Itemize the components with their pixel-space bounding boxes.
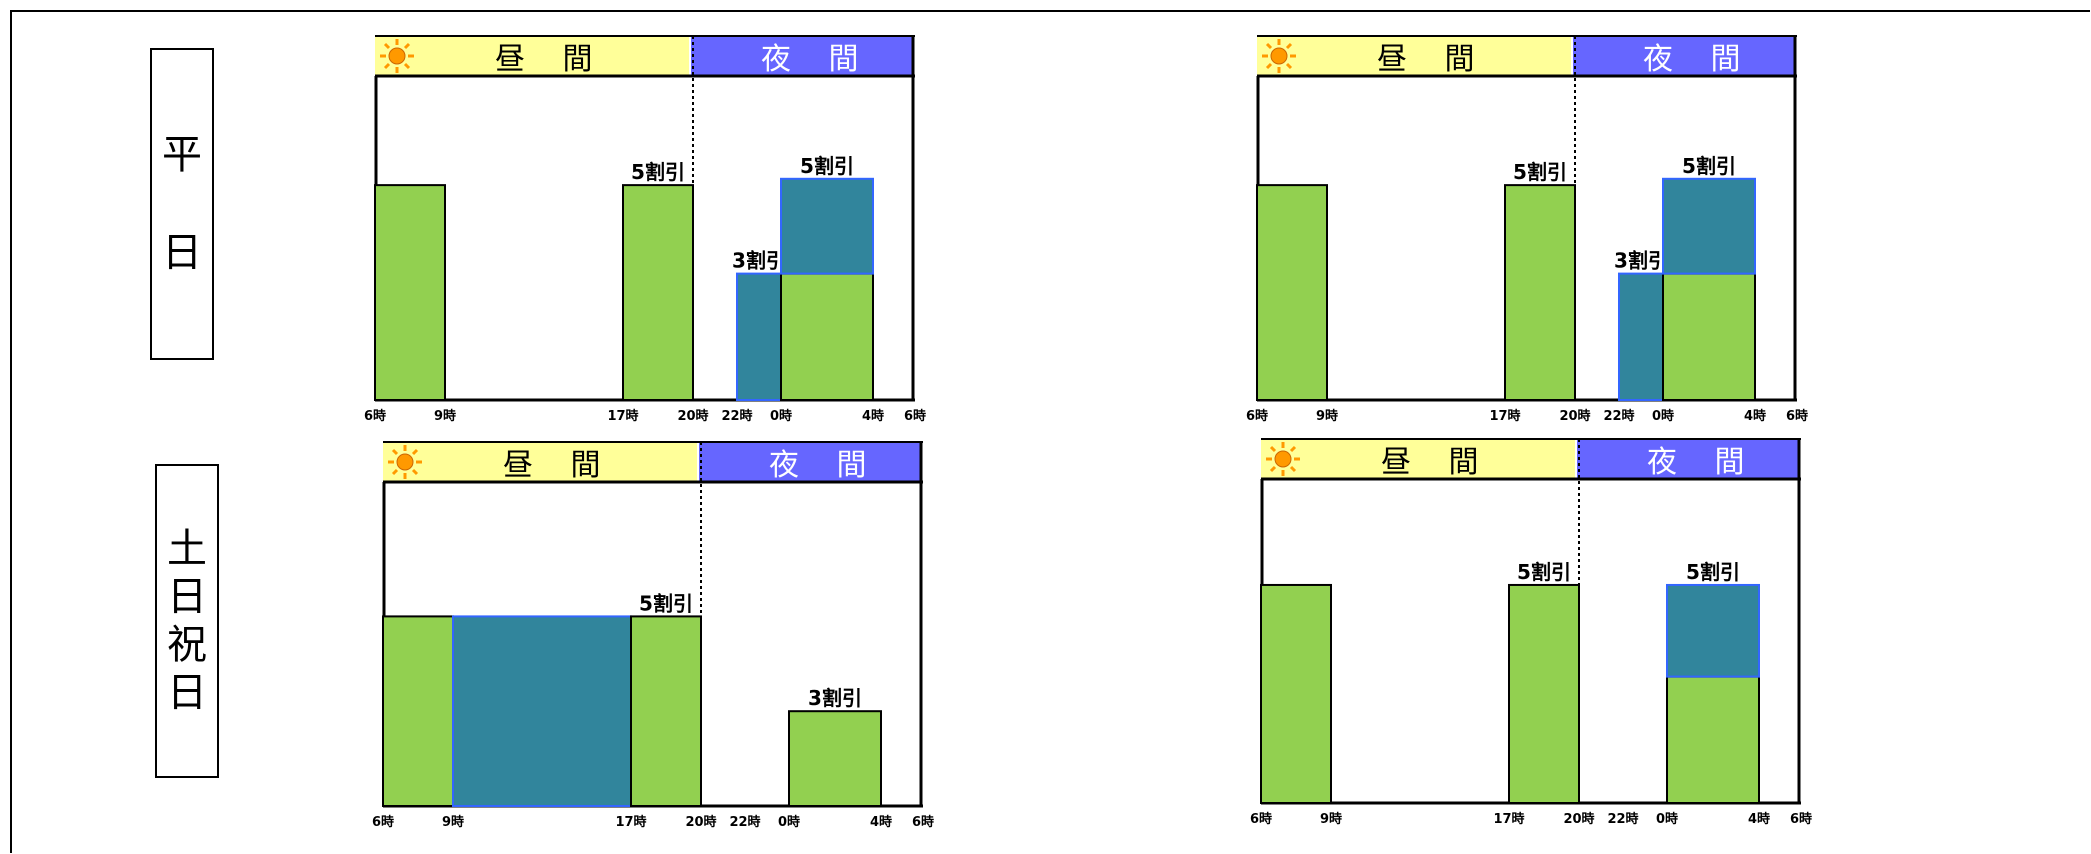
discount-label: 3割引: [1614, 249, 1668, 273]
discount-bar-green: [1260, 583, 1332, 804]
weekday-row-label: 平日: [150, 48, 214, 360]
discount-bar-teal: [736, 272, 782, 402]
discount-label: 5割引: [1686, 560, 1740, 584]
day-band-label: 昼 間: [1381, 445, 1493, 480]
tick-label: 22時: [1603, 408, 1634, 424]
discount-bar-green: [788, 710, 882, 808]
day-band: 昼 間: [1261, 439, 1575, 481]
tick-label: 22時: [729, 814, 760, 830]
tick-label: 20時: [677, 408, 708, 424]
discount-label: 5割引: [1517, 560, 1571, 584]
tick-label: 6時: [912, 814, 934, 830]
weekday-label-text: 平日: [162, 131, 202, 277]
holiday-label-text: 土日祝日: [167, 525, 207, 717]
sun-icon: [1265, 441, 1301, 481]
tick-label: 4時: [870, 814, 892, 830]
chart-bottom-left: 5割引 3割引 6時 9時 17時 20時 22時 0時 4時 6時: [372, 441, 934, 830]
row-label-char: 平: [162, 132, 202, 178]
day-band: 昼 間: [375, 36, 689, 78]
night-band-label: 夜 間: [1643, 42, 1755, 77]
chart-panel-top-right: 昼 間 夜 間 5割引 3割引 5割引 6時 9時 17時 20時 22時 0時 4時 6時: [1246, 0, 1808, 424]
row-label-char: 日: [167, 574, 207, 620]
tick-label: 20時: [1559, 408, 1590, 424]
discount-label: 5割引: [1682, 154, 1736, 178]
night-band-label: 夜 間: [769, 448, 881, 483]
sun-icon: [387, 444, 423, 484]
discount-label: 3割引: [732, 249, 786, 273]
night-band: 夜 間: [691, 36, 912, 77]
night-band-label: 夜 間: [761, 42, 873, 77]
discount-bar-green: [622, 184, 694, 401]
tick-label: 0時: [1656, 811, 1678, 827]
tick-label: 6時: [1786, 408, 1808, 424]
tick-label: 6時: [1790, 811, 1812, 827]
row-label-char: 日: [162, 230, 202, 276]
tick-label: 20時: [685, 814, 716, 830]
tick-label: 6時: [364, 408, 386, 424]
night-band: 夜 間: [1573, 36, 1794, 77]
tick-label: 9時: [1316, 408, 1338, 424]
tick-label: 4時: [1748, 811, 1770, 827]
row-label-char: 土: [167, 526, 207, 572]
discount-bar-green: [374, 184, 446, 401]
tick-label: 20時: [1563, 811, 1594, 827]
tick-label: 9時: [434, 408, 456, 424]
day-band-label: 昼 間: [503, 448, 615, 483]
night-band-label: 夜 間: [1647, 445, 1759, 480]
tick-label: 6時: [1246, 408, 1268, 424]
day-band-label: 昼 間: [1377, 42, 1489, 77]
discount-bar-green: [1666, 675, 1760, 805]
discount-bar-green: [1256, 184, 1328, 401]
day-band-label: 昼 間: [495, 42, 607, 77]
tick-label: 0時: [1652, 408, 1674, 424]
night-band: 夜 間: [699, 442, 920, 483]
chart-bottom-right: 5割引 5割引 6時 9時 17時 20時 22時 0時 4時 6時: [1250, 438, 1812, 827]
discount-label: 5割引: [631, 160, 685, 184]
day-band: 昼 間: [1257, 36, 1571, 78]
tick-label: 6時: [904, 408, 926, 424]
discount-bar-green: [382, 615, 454, 807]
chart-top-right: 5割引 3割引 5割引 6時 9時 17時 20時 22時 0時 4時 6時: [1246, 35, 1808, 424]
tick-label: 22時: [1607, 811, 1638, 827]
row-label-char: 祝: [167, 622, 207, 668]
holiday-row-label: 土日祝日: [155, 464, 219, 778]
tick-label: 17時: [1493, 811, 1524, 827]
tick-label: 4時: [1744, 408, 1766, 424]
tick-label: 6時: [1250, 811, 1272, 827]
discount-bar-teal: [452, 615, 632, 807]
night-band: 夜 間: [1577, 439, 1798, 480]
row-label-char: 日: [167, 670, 207, 716]
discount-bar-teal: [1618, 272, 1664, 402]
chart-top-left: 5割引 3割引 5割引 6時 9時 17時 20時 22時 0時 4時 6時: [364, 35, 926, 424]
outer-frame: [10, 10, 2090, 853]
discount-label: 5割引: [800, 154, 854, 178]
sun-icon: [379, 38, 415, 78]
discount-bar-teal: [780, 177, 874, 275]
discount-label: 5割引: [1513, 160, 1567, 184]
discount-bar-teal: [1666, 583, 1760, 678]
tick-label: 22時: [721, 408, 752, 424]
tick-label: 9時: [1320, 811, 1342, 827]
tick-label: 17時: [615, 814, 646, 830]
tick-label: 17時: [607, 408, 638, 424]
chart-panel-bottom-left: 昼 間 夜 間 5割引 3割引 6時 9時 17時 20時 22時 0時 4時 6時: [372, 406, 934, 830]
tick-label: 4時: [862, 408, 884, 424]
discount-bar-green: [1504, 184, 1576, 401]
discount-bar-green: [630, 615, 702, 807]
discount-bar-green: [1508, 583, 1580, 804]
discount-label: 5割引: [639, 591, 693, 615]
tick-label: 0時: [770, 408, 792, 424]
discount-bar-teal: [1662, 177, 1756, 275]
discount-label: 3割引: [808, 686, 862, 710]
tick-label: 6時: [372, 814, 394, 830]
tick-label: 9時: [442, 814, 464, 830]
day-band: 昼 間: [383, 442, 697, 484]
tick-label: 17時: [1489, 408, 1520, 424]
chart-panel-top-left: 昼 間 夜 間 5割引 3割引 5割引 6時 9時 17時 20時 22時 0時 4時 6時: [364, 0, 926, 424]
sun-icon: [1261, 38, 1297, 78]
tick-label: 0時: [778, 814, 800, 830]
discount-bar-green: [780, 272, 874, 402]
chart-panel-bottom-right: 昼 間 夜 間 5割引 5割引 6時 9時 17時 20時 22時 0時 4時 6時: [1250, 403, 1812, 827]
discount-bar-green: [1662, 272, 1756, 402]
